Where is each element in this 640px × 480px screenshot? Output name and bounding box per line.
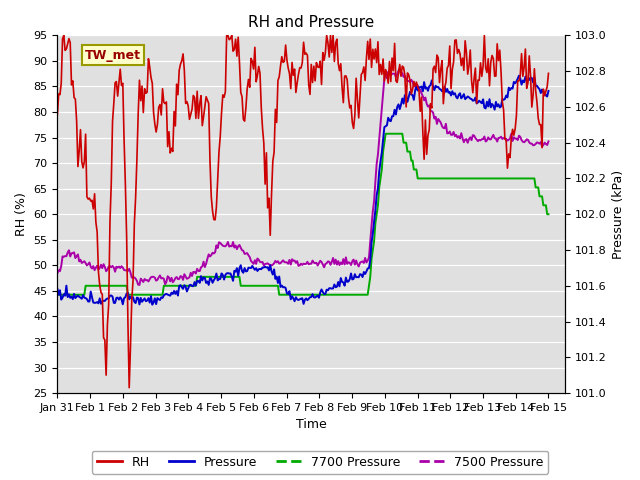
Text: TW_met: TW_met [85,48,141,61]
Y-axis label: Pressure (kPa): Pressure (kPa) [612,169,625,259]
Title: RH and Pressure: RH and Pressure [248,15,374,30]
X-axis label: Time: Time [296,419,326,432]
Legend: RH, Pressure, 7700 Pressure, 7500 Pressure: RH, Pressure, 7700 Pressure, 7500 Pressu… [92,451,548,474]
Y-axis label: RH (%): RH (%) [15,192,28,236]
